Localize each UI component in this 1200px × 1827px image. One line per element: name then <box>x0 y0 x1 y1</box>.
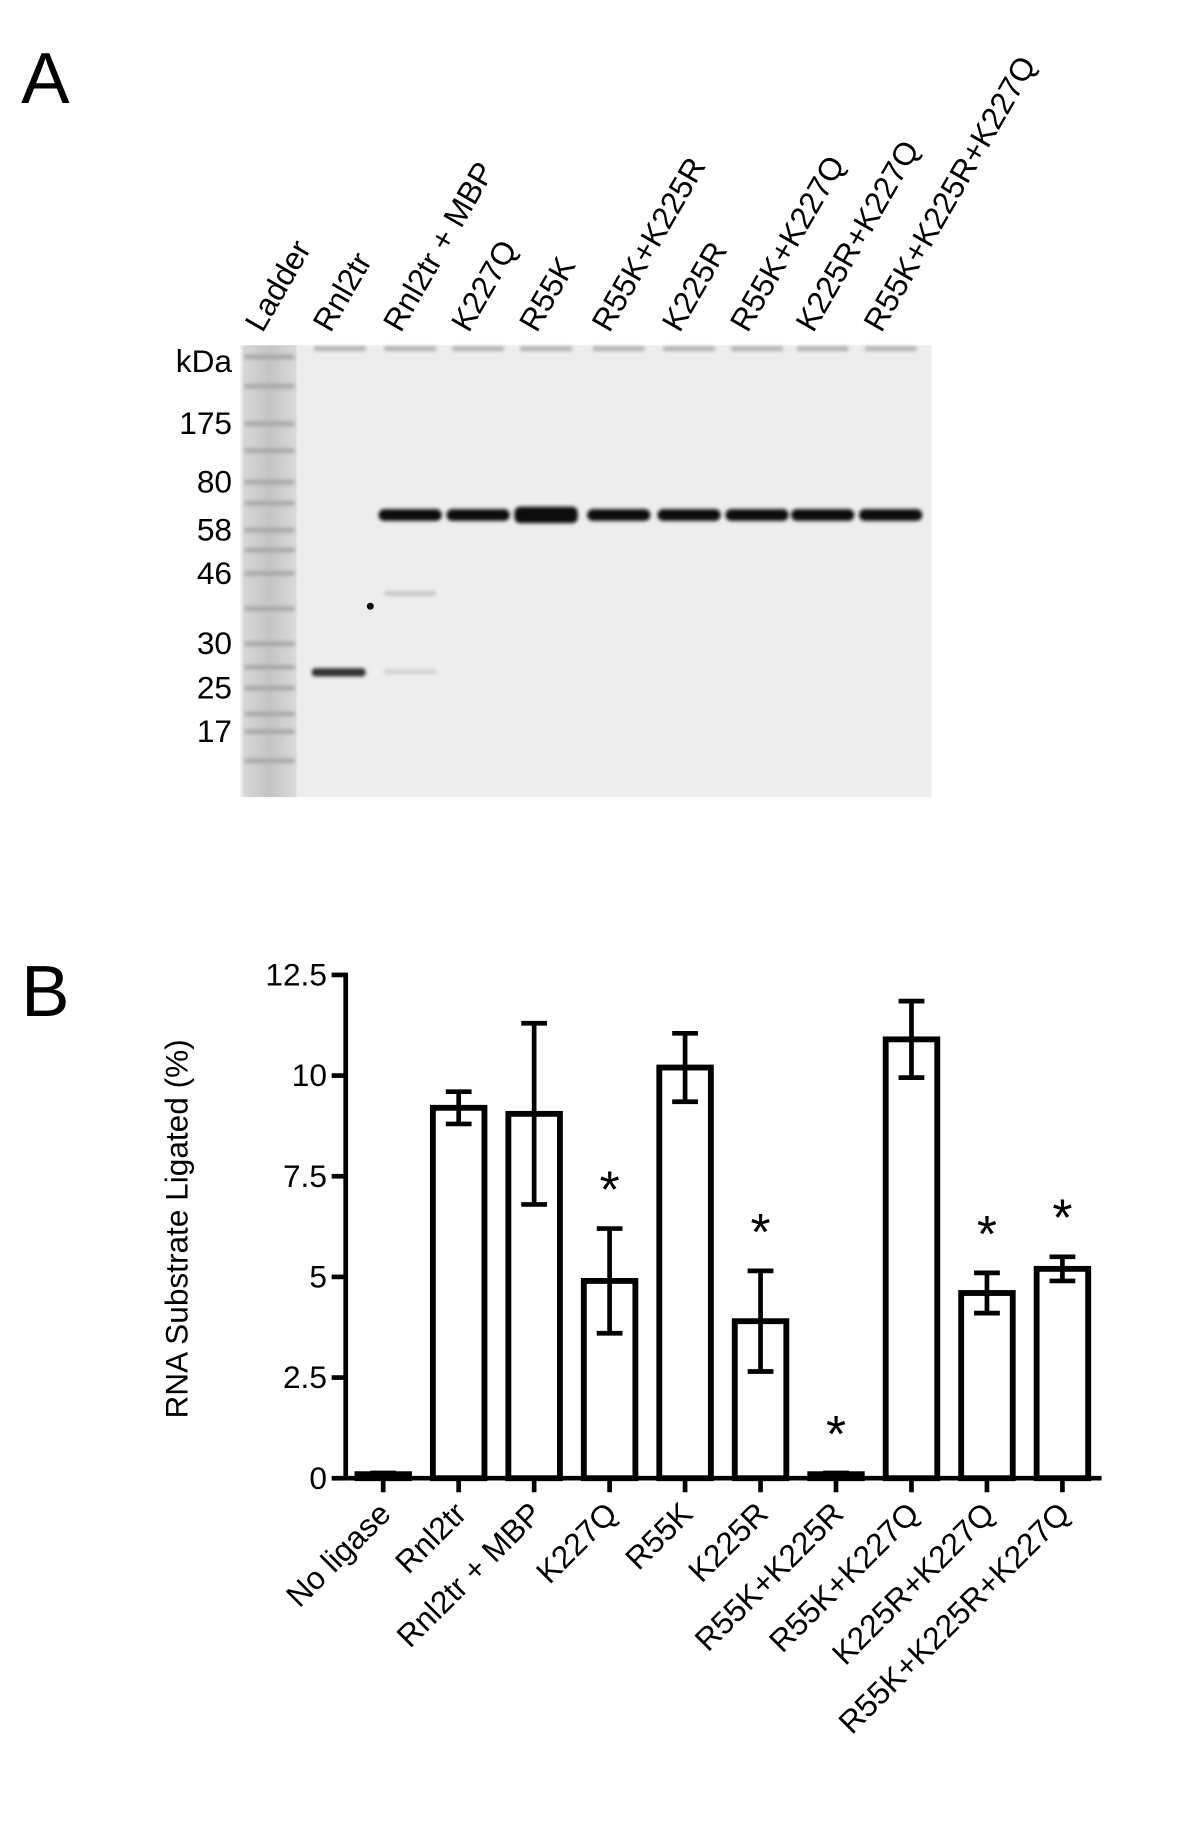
ladder-band <box>244 547 295 553</box>
bar <box>882 1036 941 1482</box>
ladder-band <box>244 729 295 734</box>
well <box>731 346 783 352</box>
x-tick-label: No ligase <box>279 1495 398 1614</box>
well <box>384 346 436 352</box>
error-bar <box>1049 1254 1076 1284</box>
well <box>796 346 849 352</box>
marker-label: 58 <box>197 512 232 548</box>
unit-label: kDa <box>176 343 233 379</box>
ladder-band <box>244 711 295 717</box>
protein-band <box>858 509 923 521</box>
faint-band <box>384 591 436 596</box>
significance-mark: * <box>826 1405 846 1463</box>
error-bar <box>521 1020 548 1207</box>
marker-label: 25 <box>197 670 232 706</box>
y-tick-label: 12.5 <box>265 956 327 992</box>
error-bar <box>823 1470 849 1478</box>
panel-label: A <box>21 38 70 119</box>
bar <box>580 1278 639 1482</box>
significance-mark: * <box>977 1205 997 1263</box>
protein-band <box>378 509 442 521</box>
x-tick-label: K227Q <box>529 1495 624 1590</box>
bar <box>429 1104 488 1482</box>
y-tick-label: 10 <box>292 1057 327 1093</box>
ladder-band <box>244 606 295 611</box>
well <box>520 346 572 352</box>
protein-band <box>725 509 789 521</box>
protein-band <box>791 509 855 521</box>
y-tick-label: 0 <box>309 1460 327 1496</box>
y-axis-label: RNA Substrate Ligated (%) <box>158 1039 194 1418</box>
protein-band <box>587 509 651 521</box>
bar <box>656 1064 714 1482</box>
y-tick-label: 5 <box>309 1258 327 1294</box>
faint-band <box>384 669 436 675</box>
ladder-band <box>244 421 295 427</box>
ladder-band <box>244 354 295 360</box>
gel-image <box>240 345 932 798</box>
significance-mark: * <box>600 1161 620 1219</box>
marker-label: 80 <box>197 464 232 500</box>
lane-label: Ladder <box>237 234 317 337</box>
lane-label: R55K <box>512 251 583 337</box>
bar <box>1033 1265 1092 1482</box>
ladder-band <box>244 571 295 576</box>
protein-band <box>657 509 721 521</box>
marker-label: 46 <box>197 555 232 591</box>
gel-spot <box>366 602 374 610</box>
ladder-band <box>244 383 295 389</box>
ladder-band <box>244 641 295 647</box>
protein-band <box>311 668 366 677</box>
protein-band <box>514 506 578 524</box>
well <box>864 346 917 352</box>
error-bar <box>747 1268 774 1374</box>
error-bar <box>596 1226 623 1336</box>
ladder-band <box>244 479 295 485</box>
marker-label: 17 <box>197 713 232 749</box>
gel-background <box>240 345 932 798</box>
marker-label: 175 <box>179 405 232 441</box>
ladder-band <box>244 448 295 453</box>
marker-label: 30 <box>197 625 232 661</box>
error-bar <box>672 1030 698 1105</box>
ladder-band <box>244 664 295 670</box>
well <box>663 346 715 352</box>
y-tick-label: 7.5 <box>283 1158 327 1194</box>
error-bar <box>974 1270 1000 1316</box>
bar <box>958 1290 1016 1482</box>
ladder-band <box>244 500 295 506</box>
error-bar <box>898 998 925 1080</box>
y-tick-label: 2.5 <box>283 1359 327 1395</box>
lane-label: K225R <box>655 235 735 337</box>
panel-label: B <box>21 951 69 1032</box>
significance-mark: * <box>751 1203 771 1261</box>
ladder-band <box>244 758 295 764</box>
error-bar <box>445 1089 472 1127</box>
error-bar <box>370 1470 397 1478</box>
ladder-band <box>244 527 295 533</box>
well <box>452 346 504 352</box>
lane-label: Rnl2tr <box>305 246 378 337</box>
ladder-band <box>244 685 295 691</box>
protein-band <box>446 509 510 521</box>
well <box>592 346 645 352</box>
well <box>314 346 366 352</box>
significance-mark: * <box>1052 1189 1072 1247</box>
